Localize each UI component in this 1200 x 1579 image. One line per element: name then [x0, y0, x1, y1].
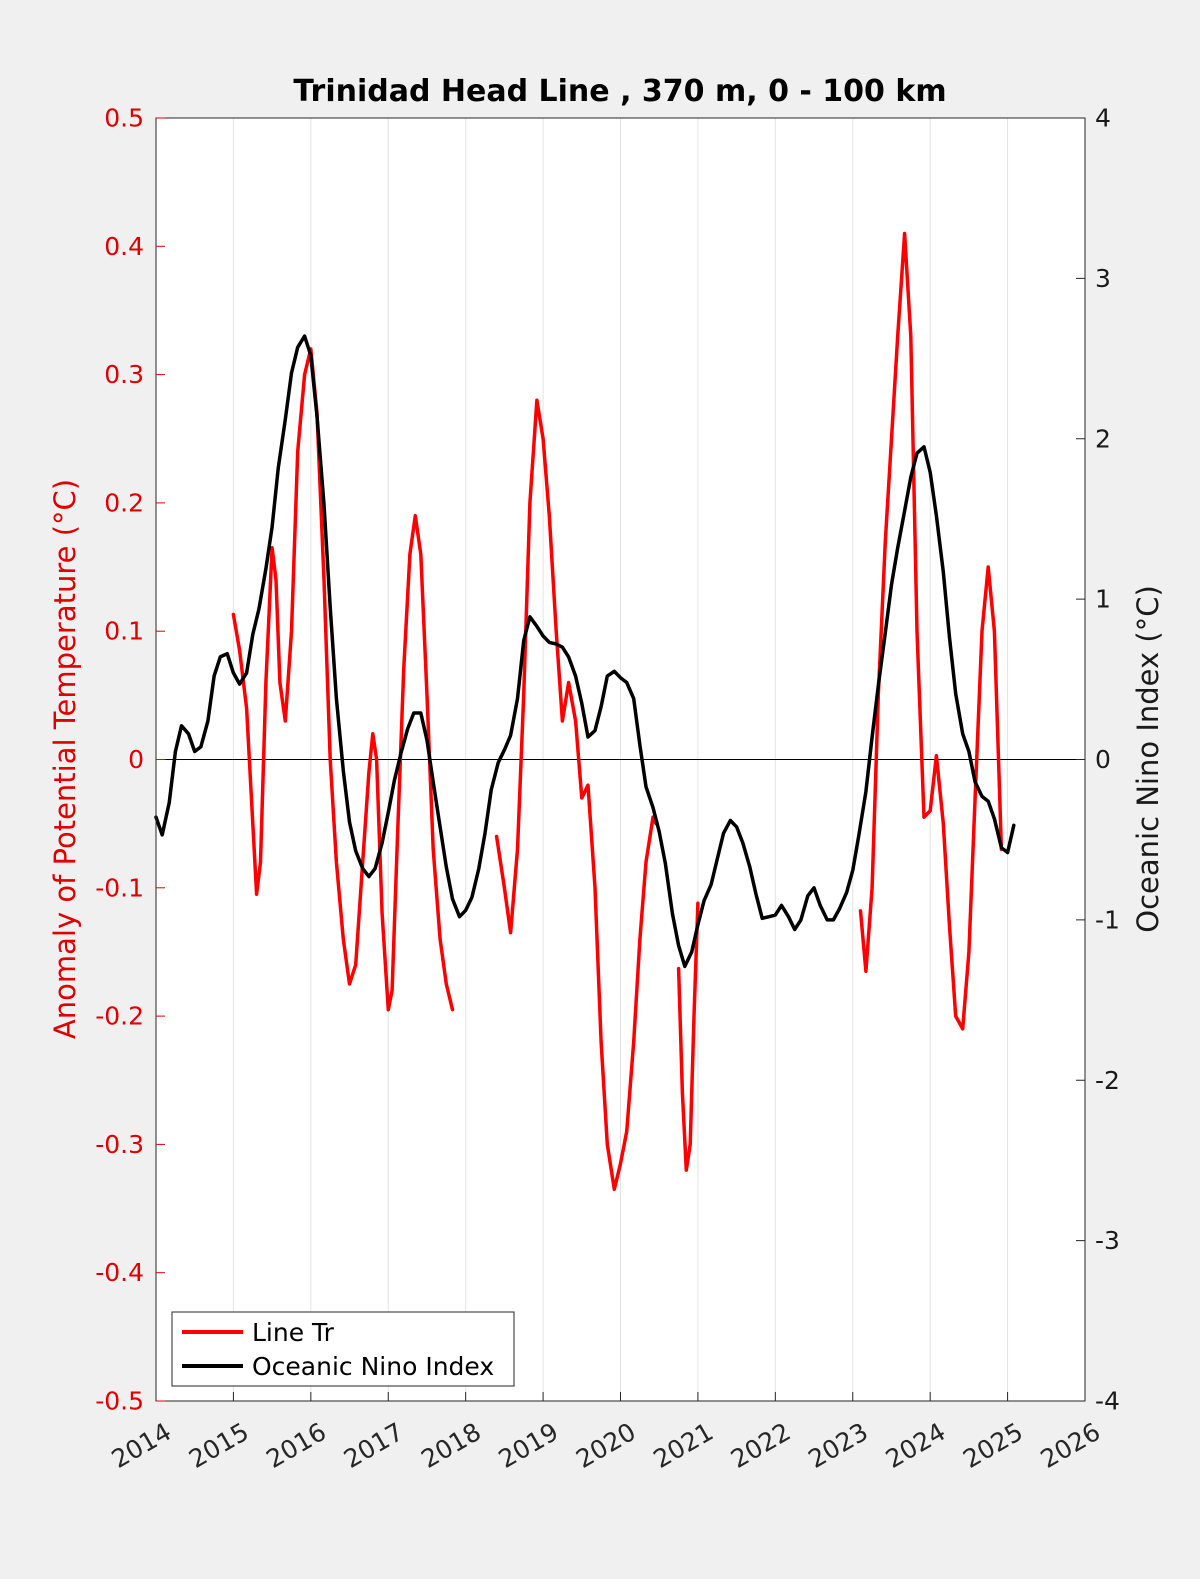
series-segment — [154, 334, 1016, 969]
y-right-tick-label: 0 — [1095, 745, 1111, 774]
legend-label-oni: Oceanic Nino Index — [252, 1352, 494, 1381]
x-tick-label: 2022 — [726, 1417, 796, 1474]
chart-title: Trinidad Head Line , 370 m, 0 - 100 km — [293, 74, 946, 109]
y-axis-left-label: Anomaly of Potential Temperature (°C) — [48, 479, 82, 1039]
x-tick-label: 2026 — [1036, 1417, 1106, 1474]
y-left-tick-label: -0.2 — [95, 1002, 144, 1031]
series-line-tr — [231, 231, 1004, 1192]
y-left-tick-label: 0 — [128, 745, 144, 774]
y-right-tick-label: 4 — [1095, 104, 1111, 133]
left-axis-ticks: -0.5 -0.4 -0.3 -0.2 -0.1 0 0.1 0.2 0.3 0.4 0.5 — [95, 104, 165, 1416]
y-right-tick-label: -4 — [1095, 1387, 1120, 1416]
y-left-tick-label: -0.4 — [95, 1258, 144, 1287]
y-left-tick-label: -0.5 — [95, 1387, 144, 1416]
legend: Line Tr Oceanic Nino Index — [171, 1311, 515, 1387]
y-right-tick-label: -1 — [1095, 905, 1120, 934]
series-segment — [231, 347, 455, 1012]
series-layer — [154, 231, 1016, 1192]
x-tick-label: 2020 — [571, 1417, 641, 1474]
y-right-tick-label: -2 — [1095, 1066, 1120, 1095]
y-right-tick-label: 3 — [1095, 264, 1111, 293]
legend-box — [171, 1311, 515, 1387]
series-segment — [858, 231, 1004, 1031]
series-oceanic-nino-index — [154, 334, 1016, 969]
y-axis-right-label: Oceanic Nino Index (°C) — [1131, 585, 1165, 933]
y-left-tick-label: 0.4 — [104, 232, 144, 261]
right-axis-ticks: -4 -3 -2 -1 0 1 2 3 4 — [1076, 104, 1120, 1416]
x-tick-label: 2018 — [416, 1417, 486, 1474]
x-tick-label: 2014 — [107, 1417, 177, 1474]
y-right-tick-label: 2 — [1095, 424, 1111, 453]
y-left-tick-label: -0.1 — [95, 873, 144, 902]
x-tick-label: 2025 — [958, 1417, 1028, 1474]
x-tick-label: 2016 — [261, 1417, 331, 1474]
legend-label-line-tr: Line Tr — [252, 1318, 335, 1347]
series-segment — [494, 398, 658, 1192]
x-tick-label: 2017 — [339, 1417, 409, 1474]
x-tick-label: 2015 — [184, 1417, 254, 1474]
x-tick-label: 2024 — [881, 1417, 951, 1474]
y-left-tick-label: -0.3 — [95, 1130, 144, 1159]
x-tick-label: 2021 — [649, 1417, 719, 1474]
x-axis-ticks: 2014 2015 2016 2017 2018 2019 2020 2021 2022 2023… — [107, 1392, 1106, 1474]
x-tick-label: 2019 — [494, 1417, 564, 1474]
y-right-tick-label: -3 — [1095, 1226, 1120, 1255]
y-left-tick-label: 0.5 — [104, 104, 144, 133]
y-right-tick-label: 1 — [1095, 585, 1111, 614]
y-left-tick-label: 0.3 — [104, 360, 144, 389]
y-left-tick-label: 0.2 — [104, 488, 144, 517]
y-left-tick-label: 0.1 — [104, 617, 144, 646]
series-segment — [676, 901, 700, 1172]
x-tick-label: 2023 — [803, 1417, 873, 1474]
